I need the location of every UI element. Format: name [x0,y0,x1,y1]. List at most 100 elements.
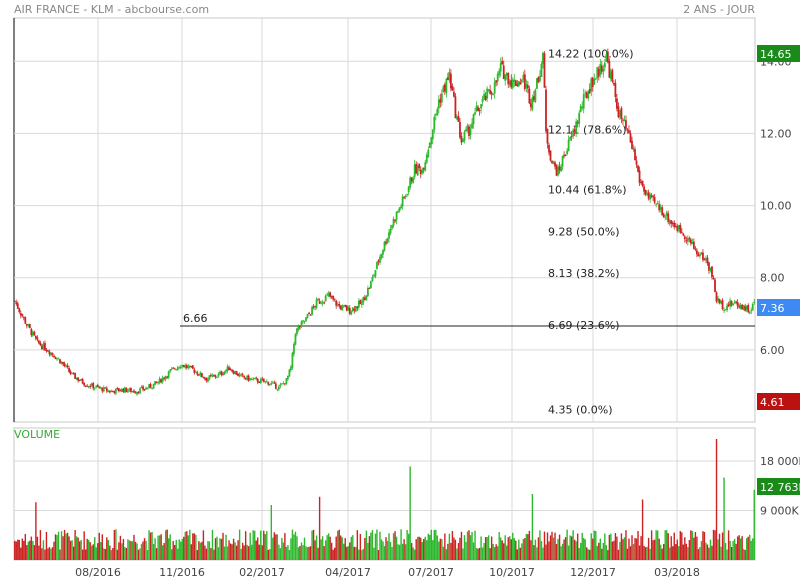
candle-body [302,320,304,322]
candle-body [741,304,744,310]
candle-body [433,116,436,131]
candle-body [28,324,31,328]
candle-body [146,388,149,390]
volume-bar [417,536,419,560]
volume-bar [558,534,561,560]
volume-bar [536,547,538,560]
volume-bar [451,531,454,560]
fib-level-label: 9.28 (50.0%) [548,226,620,239]
volume-bar [454,539,457,560]
candle-body [315,299,318,308]
candle-body [157,382,160,384]
candle-body [573,129,576,133]
candle-body [274,383,277,389]
volume-bar [282,542,285,560]
volume-bar [33,545,36,560]
candle-body [267,381,270,385]
candle-body [237,374,240,376]
candle-body [653,197,656,203]
volume-bar [171,549,173,560]
candle-body [178,367,181,369]
volume-bar [30,536,33,560]
candle-body [296,328,298,335]
volume-bar [62,536,64,560]
candle-body [475,105,478,111]
candle-body [419,169,422,175]
volume-bar [696,536,698,560]
candle-body [617,106,620,118]
candle-body [631,140,633,150]
candle-body [726,305,728,311]
volume-bar [14,540,16,560]
volume-bar [83,531,85,560]
candle-body [98,386,101,388]
candle-body [213,374,215,376]
candle-body [124,387,126,393]
volume-bar [63,529,66,560]
candle-body [584,92,587,94]
volume-bar [110,550,113,560]
volume-bar [634,537,636,560]
candle-body [107,390,110,393]
candle-body [501,60,504,65]
volume-bar [578,548,580,560]
volume-bar [694,531,697,560]
volume-bar [287,545,289,560]
candle-body [356,306,359,309]
volume-bar [524,538,526,560]
candle-body [525,84,528,88]
volume-bar [207,541,209,560]
volume-bar [329,536,331,560]
volume-bar [463,535,466,560]
volume-bar [302,545,304,560]
volume-bar [629,546,632,560]
candle-body [155,381,158,383]
volume-bar [418,536,420,560]
volume-bar [160,534,162,560]
candle-body [50,352,52,356]
volume-bar [749,534,751,560]
candle-body [529,103,532,108]
candle-body [65,365,67,367]
volume-bar [450,542,452,560]
last-price-badge-bg [757,299,800,316]
volume-bar [628,538,630,560]
volume-bar [229,543,232,560]
candle-body [753,301,756,303]
volume-bar [223,546,226,560]
candle-body [585,92,588,99]
volume-bar [620,533,623,560]
candle-body [735,301,738,303]
candle-body [747,304,750,313]
volume-bar [309,546,312,560]
candle-body [240,374,243,376]
candle-body [318,301,321,304]
volume-bar [608,534,611,560]
candle-body [619,110,621,118]
candle-body [262,378,265,382]
volume-bar [278,544,280,560]
volume-bar [406,530,408,560]
volume-bar [358,549,360,560]
volume-bar [335,536,337,560]
volume-bar [596,545,598,560]
volume-bar [367,542,369,560]
volume-bar [211,529,214,560]
volume-bar [542,547,544,560]
volume-bar [312,529,315,560]
candle-body [338,303,341,307]
chart-title: AIR FRANCE - KLM - abcbourse.com [14,3,210,16]
volume-bar [300,542,303,560]
candle-body [323,302,326,304]
volume-bar [97,543,99,560]
candle-body [566,150,569,155]
candle-body [42,343,45,350]
volume-frame [13,427,756,561]
volume-bar [373,547,375,560]
volume-bar [472,542,475,560]
candle-body [425,154,428,163]
volume-bar [589,549,591,560]
volume-bar [519,547,522,560]
candle-body [74,373,77,379]
candle-body [548,144,550,153]
